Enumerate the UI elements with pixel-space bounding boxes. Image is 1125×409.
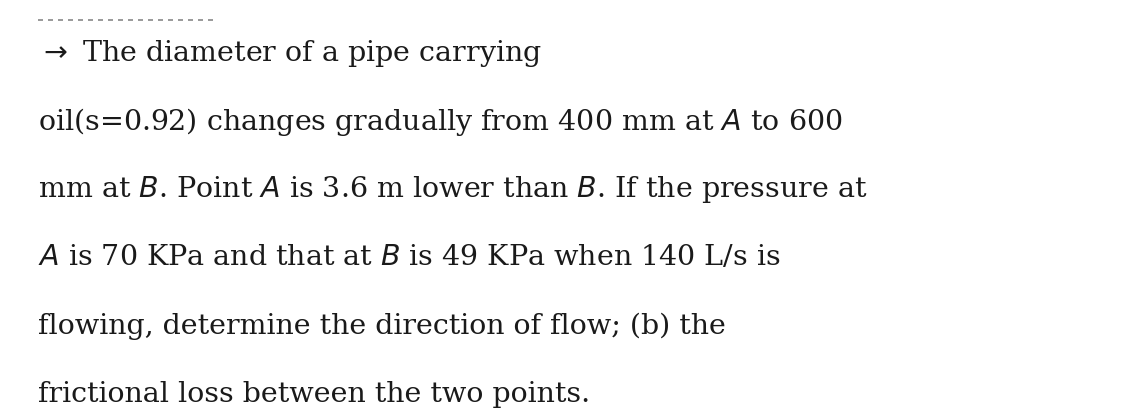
Text: $\rightarrow$ The diameter of a pipe carrying: $\rightarrow$ The diameter of a pipe car… xyxy=(37,38,542,69)
Text: mm at $\it{B}$. Point $\it{A}$ is 3.6 m lower than $\it{B}$. If the pressure at: mm at $\it{B}$. Point $\it{A}$ is 3.6 m … xyxy=(37,174,867,205)
Text: $\it{A}$ is 70 KPa and that at $\it{B}$ is 49 KPa when 140 L/s is: $\it{A}$ is 70 KPa and that at $\it{B}$ … xyxy=(37,244,780,271)
Text: oil(s=0.92) changes gradually from 400 mm at $\it{A}$ to 600: oil(s=0.92) changes gradually from 400 m… xyxy=(37,105,843,137)
Text: frictional loss between the two points.: frictional loss between the two points. xyxy=(37,380,590,407)
Text: flowing, determine the direction of flow; (b) the: flowing, determine the direction of flow… xyxy=(37,312,726,339)
